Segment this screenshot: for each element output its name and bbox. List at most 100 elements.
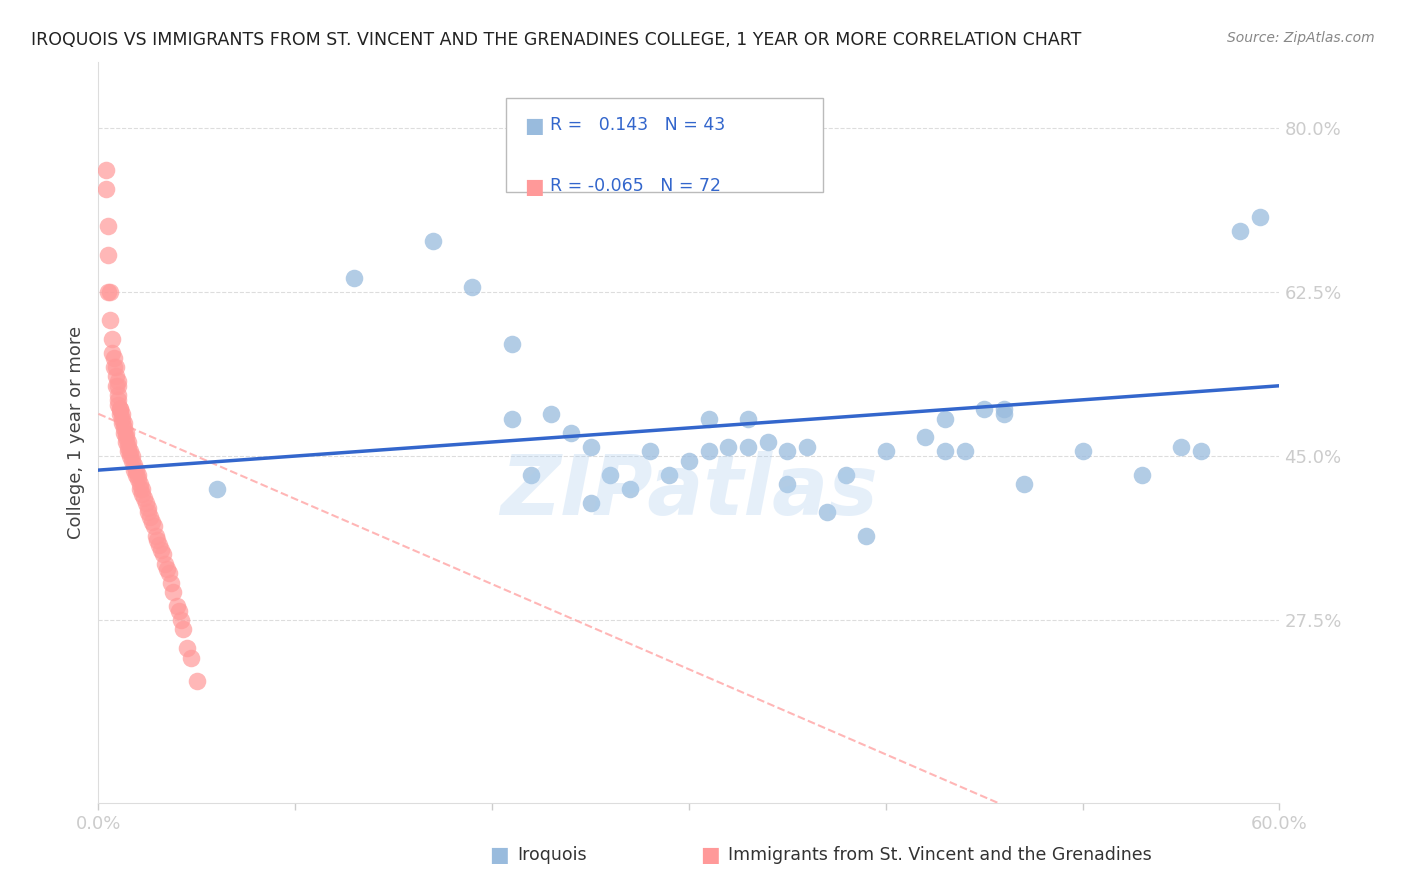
Point — [136, 505, 159, 519]
Point — [993, 402, 1015, 417]
Point — [128, 477, 150, 491]
Point — [108, 402, 131, 417]
Point — [101, 346, 124, 360]
Point — [125, 463, 148, 477]
Point — [141, 515, 163, 529]
Point — [115, 425, 138, 440]
Point — [117, 435, 139, 450]
Point — [579, 496, 602, 510]
Point — [107, 374, 129, 388]
Point — [115, 430, 138, 444]
Point — [98, 313, 121, 327]
Point — [121, 454, 143, 468]
Text: ■: ■ — [524, 116, 544, 136]
Point — [108, 402, 131, 417]
Point — [176, 641, 198, 656]
Point — [973, 402, 995, 417]
Point — [111, 411, 134, 425]
Point — [146, 533, 169, 548]
Point — [155, 557, 177, 571]
Point — [131, 482, 153, 496]
Point — [112, 416, 135, 430]
Point — [619, 482, 641, 496]
Point — [145, 529, 167, 543]
Point — [1249, 210, 1271, 224]
Point — [1189, 444, 1212, 458]
Point — [107, 378, 129, 392]
Point — [579, 440, 602, 454]
Point — [96, 182, 118, 196]
Point — [422, 234, 444, 248]
Point — [540, 407, 562, 421]
Point — [107, 397, 129, 411]
Point — [1130, 467, 1153, 482]
Point — [796, 440, 818, 454]
Point — [638, 444, 661, 458]
Point — [875, 444, 897, 458]
Point — [112, 421, 135, 435]
Point — [461, 280, 484, 294]
Point — [115, 435, 138, 450]
Point — [125, 467, 148, 482]
Text: R =   0.143   N = 43: R = 0.143 N = 43 — [550, 116, 725, 134]
Point — [717, 440, 740, 454]
Point — [98, 285, 121, 299]
Point — [599, 467, 621, 482]
Point — [101, 332, 124, 346]
Text: ZIPatlas: ZIPatlas — [501, 451, 877, 533]
Point — [934, 444, 956, 458]
Point — [855, 529, 877, 543]
Point — [343, 271, 366, 285]
Point — [127, 467, 149, 482]
Point — [678, 454, 700, 468]
Point — [111, 407, 134, 421]
Text: ■: ■ — [524, 177, 544, 196]
Point — [118, 449, 141, 463]
Point — [111, 416, 134, 430]
Point — [127, 473, 149, 487]
Point — [136, 500, 159, 515]
Point — [96, 163, 118, 178]
Text: Immigrants from St. Vincent and the Grenadines: Immigrants from St. Vincent and the Gren… — [728, 846, 1152, 863]
Point — [128, 482, 150, 496]
Point — [118, 444, 141, 458]
Point — [97, 247, 120, 261]
Point — [993, 407, 1015, 421]
Point — [162, 585, 184, 599]
Point — [914, 430, 936, 444]
Point — [1071, 444, 1094, 458]
Point — [122, 463, 145, 477]
Text: Source: ZipAtlas.com: Source: ZipAtlas.com — [1227, 31, 1375, 45]
Point — [105, 378, 128, 392]
Point — [1229, 224, 1251, 238]
Point — [160, 575, 183, 590]
Point — [103, 351, 125, 365]
Point — [105, 359, 128, 374]
Point — [697, 444, 720, 458]
Point — [934, 411, 956, 425]
Point — [186, 673, 208, 688]
Point — [148, 538, 170, 552]
Point — [180, 650, 202, 665]
Point — [560, 425, 582, 440]
Point — [166, 599, 188, 613]
Point — [167, 604, 190, 618]
Point — [776, 444, 799, 458]
Point — [135, 496, 157, 510]
Point — [156, 561, 179, 575]
Point — [658, 467, 681, 482]
Point — [131, 486, 153, 500]
Point — [756, 435, 779, 450]
Point — [157, 566, 180, 581]
Point — [112, 425, 135, 440]
Text: ■: ■ — [489, 845, 509, 864]
Point — [815, 505, 838, 519]
Point — [103, 359, 125, 374]
Point — [697, 411, 720, 425]
Text: R = -0.065   N = 72: R = -0.065 N = 72 — [550, 177, 721, 194]
Point — [1170, 440, 1192, 454]
Point — [501, 411, 523, 425]
Point — [105, 369, 128, 384]
Point — [138, 510, 160, 524]
Point — [501, 336, 523, 351]
